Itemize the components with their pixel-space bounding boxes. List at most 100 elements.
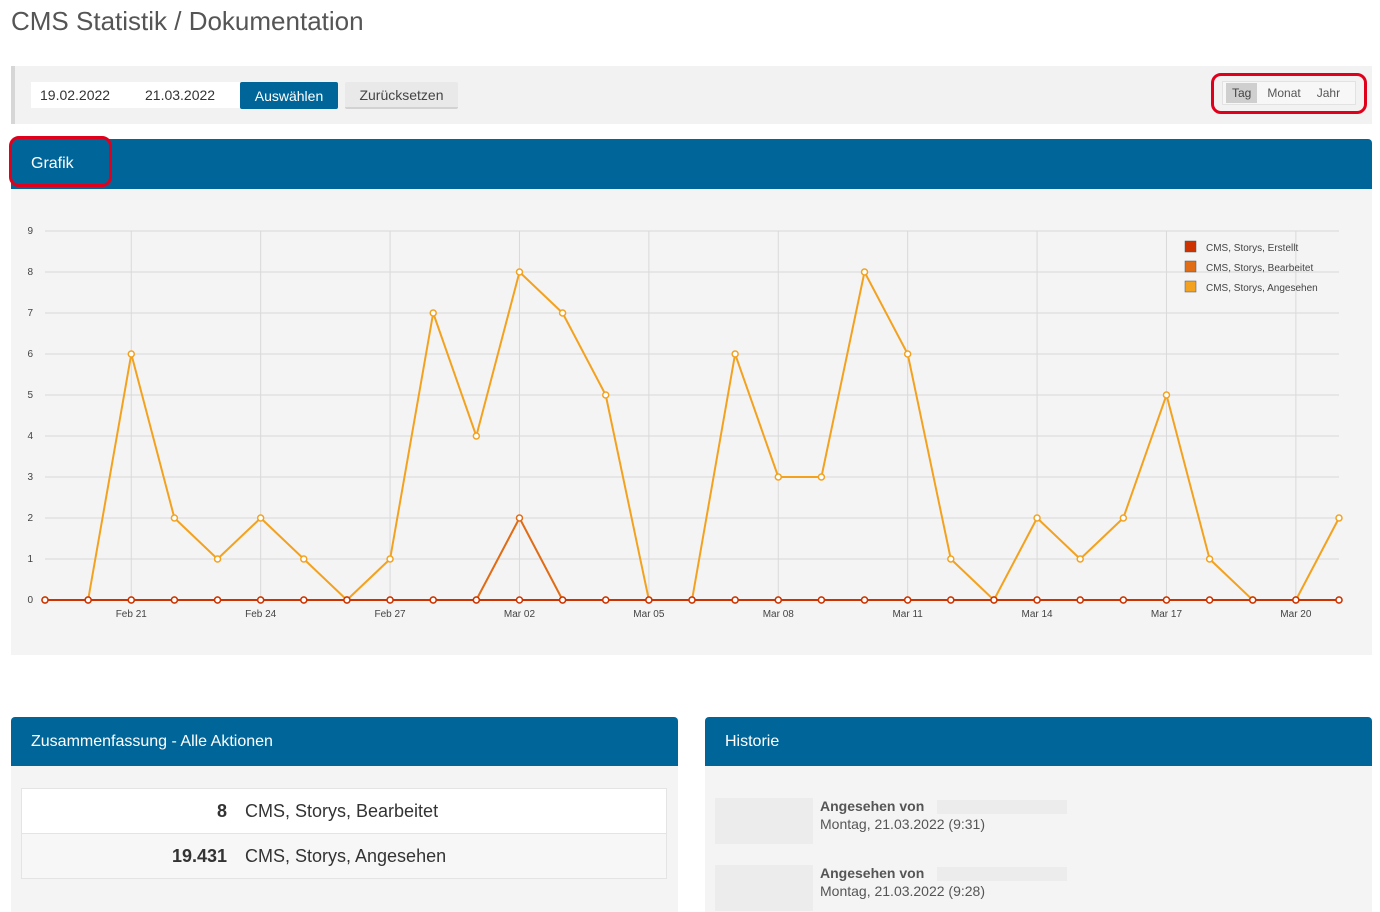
data-point: [990, 596, 998, 604]
legend-label: CMS, Storys, Bearbeitet: [1206, 263, 1313, 274]
data-point: [1335, 596, 1343, 604]
y-tick-label: 8: [27, 267, 33, 278]
data-point: [429, 309, 437, 317]
data-point: [601, 596, 610, 604]
period-toggle-group: Tag Monat Jahr: [1222, 81, 1356, 105]
data-point: [213, 596, 222, 604]
data-point: [1335, 514, 1343, 522]
y-tick-label: 6: [27, 349, 33, 360]
data-point: [731, 350, 739, 358]
data-point: [386, 555, 394, 563]
select-button[interactable]: Auswählen: [240, 82, 338, 109]
data-point: [472, 596, 481, 604]
data-point: [645, 596, 653, 604]
page-title: CMS Statistik / Dokumentation: [11, 6, 364, 36]
avatar: [715, 798, 813, 844]
data-point: [41, 596, 49, 604]
data-point: [256, 596, 265, 604]
data-point: [1033, 596, 1041, 604]
history-timestamp: Montag, 21.03.2022 (9:28): [820, 883, 986, 899]
summary-panel-title: Zusammenfassung - Alle Aktionen: [31, 733, 273, 750]
annotation-highlight-period: [1211, 73, 1367, 114]
summary-panel-header: Zusammenfassung - Alle Aktionen: [11, 717, 678, 767]
data-point: [300, 596, 308, 604]
data-point: [472, 432, 481, 440]
data-point: [860, 596, 869, 604]
graph-panel-title: Grafik: [31, 155, 74, 172]
data-point: [429, 596, 437, 604]
annotation-highlight-grafik: [9, 136, 112, 187]
data-point: [213, 555, 222, 563]
graph-panel-header: Grafik: [11, 139, 1372, 189]
summary-panel-body: 8 CMS, Storys, Bearbeitet 19.431 CMS, St…: [11, 766, 678, 912]
data-point: [903, 596, 912, 604]
summary-count: 8: [216, 800, 227, 821]
data-point: [343, 596, 351, 604]
data-point: [1292, 596, 1300, 604]
line-chart: 0 1 2 3 4 5 6 7 8 9 Feb 21 Feb 24 Feb 27 Mar 02 Mar 05…: [27, 226, 1343, 620]
data-point: [558, 596, 567, 604]
data-point: [170, 514, 179, 522]
summary-label: CMS, Storys, Angesehen: [245, 845, 447, 866]
legend-swatch: [1184, 240, 1197, 253]
legend-label: CMS, Storys, Angesehen: [1206, 283, 1318, 294]
x-tick-label: Mar 02: [504, 609, 536, 620]
x-tick-label: Mar 08: [763, 609, 795, 620]
data-point: [1119, 596, 1128, 604]
date-from-input[interactable]: [31, 82, 140, 108]
history-panel-title: Historie: [725, 733, 780, 750]
y-tick-label: 5: [27, 390, 33, 401]
redacted-user-name: [937, 867, 1067, 881]
data-point: [1162, 391, 1171, 399]
legend-label: CMS, Storys, Erstellt: [1206, 243, 1298, 254]
y-tick-label: 4: [27, 431, 33, 442]
y-tick-label: 0: [27, 595, 33, 606]
data-point: [731, 596, 739, 604]
data-point: [386, 596, 394, 604]
data-point: [127, 596, 136, 604]
data-point: [1162, 596, 1171, 604]
legend-swatch: [1184, 280, 1197, 293]
x-tick-label: Mar 17: [1151, 609, 1183, 620]
data-point: [558, 309, 567, 317]
y-tick-label: 2: [27, 513, 33, 524]
y-tick-label: 9: [27, 226, 33, 237]
chart-area: 0 1 2 3 4 5 6 7 8 9 Feb 21 Feb 24 Feb 27 Mar 02 Mar 05…: [11, 189, 1372, 655]
data-point: [817, 596, 826, 604]
period-tag-button[interactable]: Tag: [1226, 83, 1258, 103]
date-filter-toolbar: Auswählen Zurücksetzen Tag Monat Jahr: [11, 66, 1372, 124]
data-point: [515, 514, 524, 522]
redacted-user-name: [937, 800, 1067, 814]
data-point: [947, 555, 955, 563]
data-point: [256, 514, 265, 522]
x-tick-label: Feb 21: [116, 609, 148, 620]
data-point: [688, 596, 696, 604]
history-item: Angesehen von Montag, 21.03.2022 (9:28): [715, 865, 1355, 911]
period-jahr-button[interactable]: Jahr: [1316, 86, 1341, 100]
data-point: [860, 268, 869, 276]
y-tick-label: 7: [27, 308, 33, 319]
history-action: Angesehen von: [820, 865, 925, 881]
data-point: [601, 391, 610, 399]
data-point: [774, 596, 783, 604]
history-timestamp: Montag, 21.03.2022 (9:31): [820, 816, 986, 832]
data-point: [903, 350, 912, 358]
data-point: [1076, 555, 1084, 563]
reset-button[interactable]: Zurücksetzen: [345, 82, 458, 109]
data-point: [515, 596, 524, 604]
avatar: [715, 865, 813, 911]
x-tick-label: Mar 20: [1280, 609, 1312, 620]
x-tick-label: Mar 11: [892, 609, 923, 620]
data-point: [1076, 596, 1084, 604]
data-point: [515, 268, 524, 276]
summary-label: CMS, Storys, Bearbeitet: [245, 800, 439, 821]
period-monat-button[interactable]: Monat: [1267, 86, 1301, 100]
x-tick-label: Feb 27: [374, 609, 406, 620]
history-panel-body: Angesehen von Montag, 21.03.2022 (9:31) …: [705, 766, 1372, 912]
history-panel-header: Historie: [705, 717, 1372, 767]
data-point: [300, 555, 308, 563]
y-tick-label: 1: [27, 554, 33, 565]
date-to-input[interactable]: [136, 82, 245, 108]
history-item: Angesehen von Montag, 21.03.2022 (9:31): [715, 798, 1355, 844]
x-tick-label: Feb 24: [245, 609, 277, 620]
